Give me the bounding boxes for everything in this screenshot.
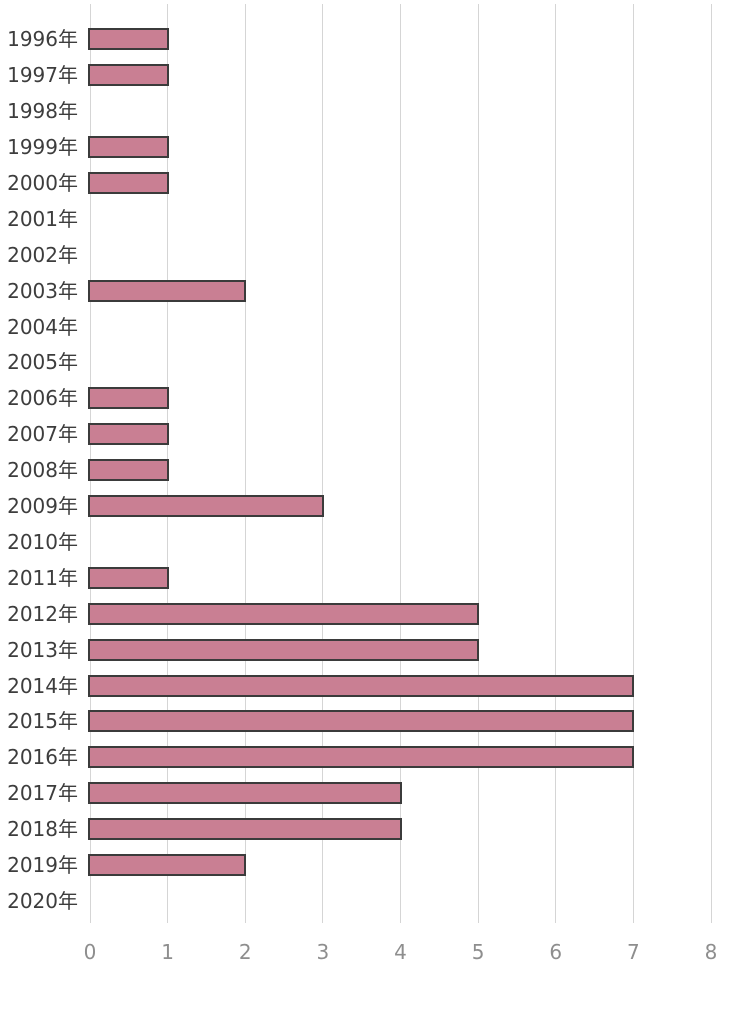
gridline [322, 4, 324, 923]
category-label: 1997年 [7, 63, 78, 88]
bar [88, 710, 635, 733]
bar [88, 423, 169, 446]
gridline [477, 4, 479, 923]
category-label: 1999年 [7, 135, 78, 159]
category-label: 1996年 [7, 27, 78, 52]
bar [88, 387, 169, 410]
bar [88, 28, 169, 51]
category-label: 2000年 [7, 170, 78, 195]
x-tick-label: 3 [316, 940, 330, 964]
bar [88, 566, 169, 589]
category-label: 2013年 [7, 637, 78, 662]
category-label: 2004年 [7, 314, 78, 339]
gridline [632, 4, 634, 923]
category-label: 1998年 [7, 99, 78, 124]
bar [88, 602, 480, 625]
bar [88, 746, 635, 769]
category-label: 2019年 [7, 853, 78, 877]
x-tick-label: 7 [627, 940, 640, 964]
bar [88, 818, 402, 841]
plot-area [88, 4, 712, 923]
bar [88, 495, 324, 517]
gridline [400, 4, 401, 923]
bar [88, 279, 247, 302]
category-label: 2020年 [7, 888, 78, 913]
bar [88, 854, 247, 876]
bar [88, 136, 169, 158]
category-label: 2009年 [7, 494, 78, 518]
bar [88, 638, 480, 661]
category-label: 2003年 [7, 278, 78, 303]
category-label: 2006年 [7, 386, 78, 411]
category-label: 2011年 [7, 565, 78, 590]
bar [88, 782, 402, 805]
bar [88, 171, 169, 194]
gridline [710, 4, 712, 923]
bar [88, 64, 169, 87]
category-label: 2008年 [7, 458, 78, 483]
bar [88, 459, 169, 482]
x-tick-label: 1 [161, 940, 174, 964]
category-label: 2007年 [7, 422, 78, 447]
category-label: 2002年 [7, 242, 78, 267]
category-label: 2014年 [7, 673, 78, 698]
category-label: 2012年 [7, 601, 78, 626]
x-tick-label: 4 [394, 940, 407, 964]
x-tick-label: 8 [704, 940, 718, 964]
bar [88, 674, 635, 697]
category-label: 2001年 [7, 206, 78, 231]
x-tick-label: 0 [83, 940, 97, 964]
category-label: 2018年 [7, 817, 78, 842]
category-label: 2015年 [7, 709, 78, 734]
category-label: 2017年 [7, 781, 78, 806]
category-label: 2016年 [7, 745, 78, 770]
category-label: 2005年 [7, 350, 78, 375]
category-label: 2010年 [7, 529, 78, 554]
x-tick-label: 2 [238, 940, 252, 964]
x-tick-label: 6 [549, 940, 563, 964]
gridline [555, 4, 557, 923]
gridline [244, 4, 246, 923]
x-tick-label: 5 [471, 940, 485, 964]
